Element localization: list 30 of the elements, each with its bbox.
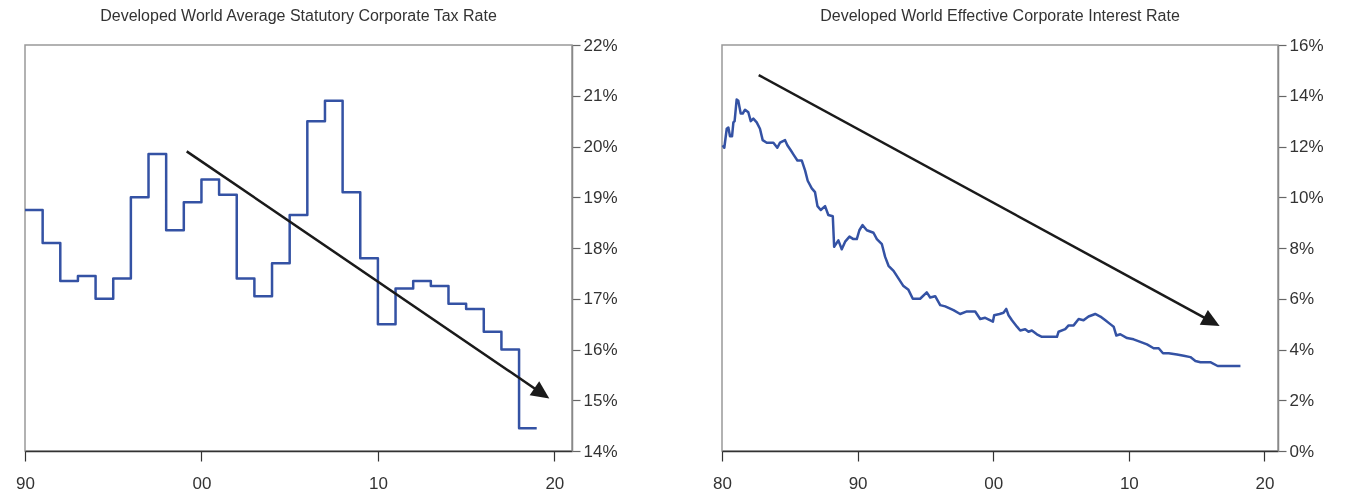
y-tick-label: 2% — [1289, 390, 1315, 410]
line-series — [721, 98, 1242, 368]
y-tick-label: 8% — [1289, 238, 1315, 258]
chart-title: Developed World Effective Corporate Interest Rate — [820, 7, 1180, 24]
x-tick-label: 10 — [368, 473, 388, 493]
chart-title: Developed World Average Statutory Corporate Tax Rate — [100, 7, 497, 24]
y-tick-label: 20% — [583, 137, 618, 156]
y-tick-label: 4% — [1289, 340, 1315, 359]
x-tick-label: 00 — [984, 473, 1004, 493]
x-tick-label: 20 — [1255, 473, 1275, 493]
y-tick-label: 14% — [583, 441, 618, 461]
x-tick-label: 90 — [16, 473, 35, 493]
x-tick-label: 90 — [848, 473, 868, 493]
x-tick-label: 00 — [192, 473, 212, 493]
y-tick-label: 10% — [1289, 187, 1324, 207]
x-tick-label: 20 — [545, 473, 565, 493]
y-tick-label: 18% — [583, 238, 618, 258]
y-tick-label: 15% — [583, 390, 618, 410]
y-tick-label: 16% — [583, 340, 618, 359]
y-tick-label: 22% — [583, 35, 618, 55]
y-tick-label: 19% — [583, 187, 618, 207]
y-tick-label: 6% — [1289, 289, 1315, 309]
y-tick-label: 14% — [1289, 86, 1324, 106]
x-tick-label: 80 — [713, 473, 732, 493]
y-tick-label: 12% — [1289, 137, 1324, 156]
x-tick-label: 10 — [1119, 473, 1139, 493]
y-tick-label: 21% — [583, 86, 618, 106]
y-tick-label: 17% — [583, 289, 618, 309]
y-tick-label: 0% — [1289, 441, 1315, 461]
y-tick-label: 16% — [1289, 35, 1324, 55]
